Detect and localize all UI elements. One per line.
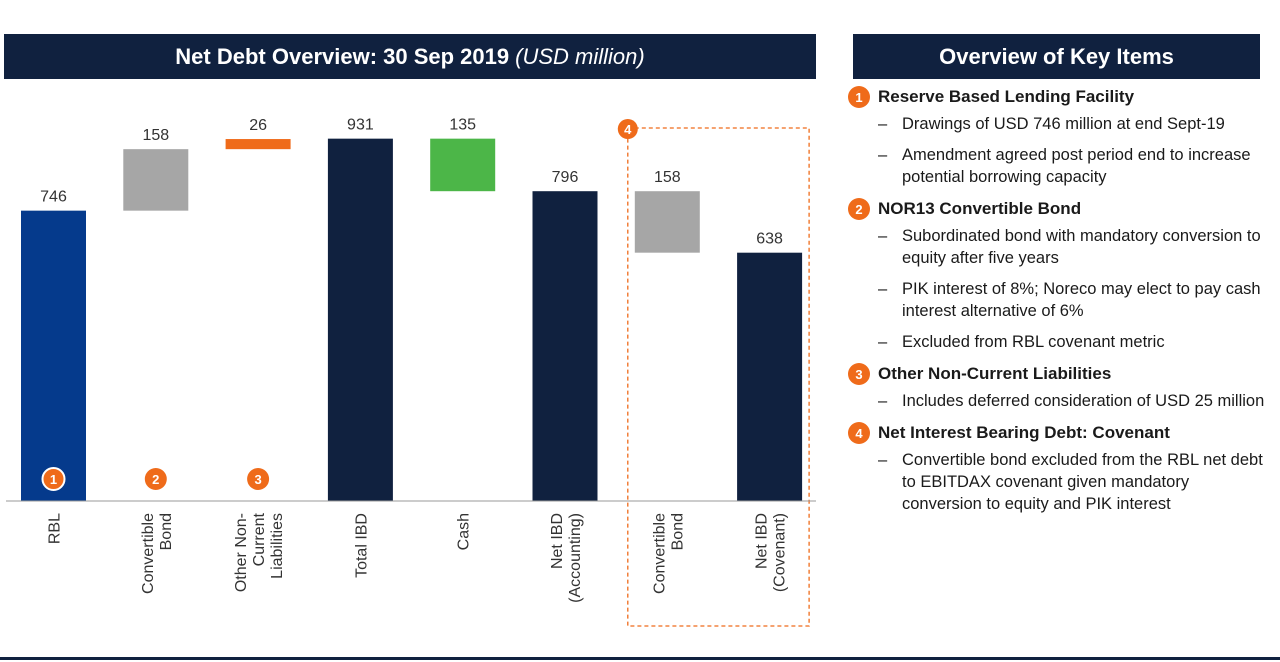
data-label-2: 158 bbox=[142, 127, 169, 144]
number-badge: 2 bbox=[848, 198, 870, 220]
key-item-heading: 3 Other Non-Current Liabilities bbox=[848, 363, 1268, 385]
key-item-bullet-text: Drawings of USD 746 million at end Sept-… bbox=[902, 115, 1225, 133]
bar-3 bbox=[225, 139, 291, 150]
key-item-bullet-text: Excluded from RBL covenant metric bbox=[902, 333, 1165, 351]
category-label-line: Cash bbox=[456, 513, 473, 550]
category-label-line: Liabilities bbox=[269, 513, 286, 579]
key-item-heading-text: Other Non-Current Liabilities bbox=[878, 364, 1112, 383]
dash-icon: – bbox=[878, 280, 888, 298]
category-label-line: Total IBD bbox=[353, 513, 370, 578]
key-item-bullet-text: Convertible bond excluded from the RBL n… bbox=[902, 451, 1263, 513]
key-item-heading: 2 NOR13 Convertible Bond bbox=[848, 198, 1268, 220]
key-item-bullet-text: Subordinated bond with mandatory convers… bbox=[902, 227, 1261, 267]
key-item-heading-text: NOR13 Convertible Bond bbox=[878, 199, 1082, 218]
chart-title: Net Debt Overview: 30 Sep 2019 bbox=[175, 43, 510, 69]
key-item-2: 2 NOR13 Convertible Bond – Subordinated bon… bbox=[848, 198, 1268, 353]
key-item-bullet: – Drawings of USD 746 million at end Sept… bbox=[878, 113, 1268, 135]
key-item-1: 1 Reserve Based Lending Facility – Drawings… bbox=[848, 86, 1268, 188]
dash-icon: – bbox=[878, 146, 888, 164]
data-label-5: 135 bbox=[449, 117, 476, 134]
bar-7 bbox=[634, 191, 700, 253]
key-item-bullet: – PIK interest of 8%; Noreco may elect to… bbox=[878, 278, 1268, 322]
key-item-heading-text: Net Interest Bearing Debt: Covenant bbox=[878, 423, 1170, 442]
chart-unit: (USD million) bbox=[515, 43, 645, 69]
dash-icon: – bbox=[878, 333, 888, 351]
bottom-rule bbox=[0, 657, 1280, 660]
key-item-bullet-text: Includes deferred consideration of USD 2… bbox=[902, 392, 1265, 410]
data-label-8: 638 bbox=[756, 231, 783, 248]
category-label-4: Total IBD bbox=[353, 513, 370, 578]
category-label-1: RBL bbox=[47, 513, 64, 544]
category-label-line: RBL bbox=[47, 513, 64, 544]
data-label-4: 931 bbox=[347, 117, 374, 134]
number-badge: 1 bbox=[848, 86, 870, 108]
number-badge: 4 bbox=[848, 422, 870, 444]
marker-circle-4 bbox=[617, 119, 638, 139]
key-items-list: 1 Reserve Based Lending Facility – Drawings… bbox=[848, 86, 1268, 525]
key-item-bullet-text: PIK interest of 8%; Noreco may elect to … bbox=[902, 280, 1261, 320]
key-item-bullet: – Convertible bond excluded from the RBL … bbox=[878, 449, 1268, 515]
category-label-line: Bond bbox=[158, 513, 175, 550]
data-label-1: 746 bbox=[40, 189, 67, 206]
category-label-3: Other Non- Current Liabilities bbox=[233, 512, 286, 592]
category-label-line: Net IBD bbox=[549, 513, 566, 569]
key-item-bullet: – Amendment agreed post period end to inc… bbox=[878, 144, 1268, 188]
key-item-heading: 1 Reserve Based Lending Facility bbox=[848, 86, 1268, 108]
key-item-bullet: – Includes deferred consideration of USD … bbox=[878, 390, 1268, 412]
marker-circle-2 bbox=[144, 468, 167, 490]
key-item-bullet-text: Amendment agreed post period end to incr… bbox=[902, 146, 1251, 186]
key-items-title: Overview of Key Items bbox=[939, 43, 1174, 69]
bar-1 bbox=[21, 210, 86, 501]
dash-icon: – bbox=[878, 227, 888, 245]
key-item-4: 4 Net Interest Bearing Debt: Covenant – Con… bbox=[848, 422, 1268, 515]
covenant-group-box bbox=[627, 127, 810, 627]
data-label-7: 158 bbox=[654, 169, 681, 186]
category-label-7: Convertible Bond bbox=[651, 513, 686, 594]
category-label-2: Convertible Bond bbox=[140, 513, 175, 594]
key-item-bullet: – Excluded from RBL covenant metric bbox=[878, 331, 1268, 353]
category-label-line: Current bbox=[251, 512, 268, 566]
category-label-line: Bond bbox=[669, 513, 686, 550]
dash-icon: – bbox=[878, 451, 888, 469]
dash-icon: – bbox=[878, 115, 888, 133]
category-label-8: Net IBD (Covenant) bbox=[754, 513, 789, 592]
key-item-heading-text: Reserve Based Lending Facility bbox=[878, 87, 1135, 106]
category-label-6: Net IBD (Accounting) bbox=[549, 513, 584, 603]
marker-circle-3 bbox=[247, 468, 270, 490]
marker-number-2: 2 bbox=[152, 472, 159, 487]
bar-4 bbox=[327, 138, 393, 502]
category-label-line: Other Non- bbox=[233, 513, 250, 592]
key-items-title-bar: Overview of Key Items bbox=[853, 34, 1260, 79]
key-item-heading: 4 Net Interest Bearing Debt: Covenant bbox=[848, 422, 1268, 444]
dash-icon: – bbox=[878, 392, 888, 410]
key-item-bullet: – Subordinated bond with mandatory conver… bbox=[878, 225, 1268, 269]
marker-number-4: 4 bbox=[624, 122, 632, 137]
marker-number-1: 1 bbox=[50, 472, 57, 487]
key-item-3: 3 Other Non-Current Liabilities – Includes … bbox=[848, 363, 1268, 412]
category-label-line: (Covenant) bbox=[772, 513, 789, 592]
category-label-line: Convertible bbox=[140, 513, 157, 594]
data-label-6: 796 bbox=[552, 169, 579, 186]
marker-circle-1 bbox=[41, 467, 66, 491]
category-label-line: Net IBD bbox=[754, 513, 771, 569]
data-label-3: 26 bbox=[249, 117, 267, 134]
category-label-line: Convertible bbox=[651, 513, 668, 594]
category-label-line: (Accounting) bbox=[567, 513, 584, 603]
bar-6 bbox=[532, 191, 598, 501]
bar-8 bbox=[737, 252, 803, 501]
marker-number-3: 3 bbox=[254, 472, 261, 487]
number-badge: 3 bbox=[848, 363, 870, 385]
bar-5 bbox=[430, 138, 496, 192]
bar-2 bbox=[123, 149, 189, 211]
category-label-5: Cash bbox=[456, 513, 473, 550]
chart-title-bar: Net Debt Overview: 30 Sep 2019 (USD mill… bbox=[4, 34, 816, 79]
